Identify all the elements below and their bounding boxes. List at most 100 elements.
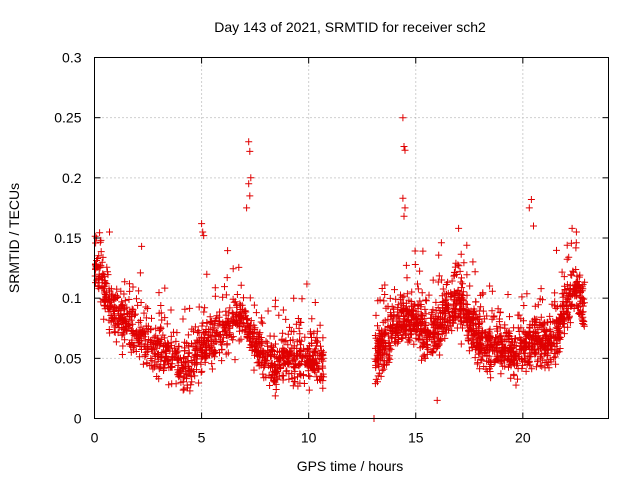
data-point (128, 339, 136, 346)
data-point (104, 268, 111, 276)
data-point (381, 281, 389, 289)
data-point (129, 283, 137, 291)
data-point (293, 338, 301, 346)
data-point (294, 373, 301, 381)
data-point (170, 328, 177, 336)
data-point (279, 306, 287, 314)
data-point (448, 277, 456, 285)
data-point (517, 324, 525, 332)
data-point (97, 248, 105, 256)
data-point (536, 321, 544, 329)
data-point (258, 314, 266, 322)
data-point (173, 348, 181, 356)
data-point (419, 352, 427, 360)
data-point (319, 384, 327, 392)
data-point (286, 337, 294, 344)
data-point (397, 291, 404, 299)
data-point (94, 282, 102, 290)
data-point (258, 359, 266, 367)
data-point (220, 327, 228, 335)
data-point (374, 297, 382, 305)
data-point (306, 342, 313, 350)
data-point (445, 316, 453, 324)
data-point (539, 356, 547, 364)
data-point (202, 350, 210, 358)
data-point (208, 360, 216, 368)
data-point (482, 365, 490, 373)
data-point (98, 283, 106, 291)
data-point (157, 309, 165, 317)
data-point (247, 317, 255, 325)
y-tick-label: 0.3 (62, 50, 82, 66)
data-point (156, 363, 164, 371)
data-point (201, 304, 209, 312)
data-point (408, 288, 416, 296)
data-point (421, 327, 429, 335)
data-point (203, 270, 211, 278)
data-point (213, 330, 221, 338)
data-point (574, 278, 582, 286)
data-point (457, 305, 465, 313)
data-point (497, 359, 505, 367)
data-point (238, 326, 246, 334)
data-point (251, 339, 259, 347)
data-point (577, 284, 585, 292)
data-point (546, 356, 554, 364)
data-point (130, 342, 137, 350)
data-point (531, 328, 539, 336)
data-point (230, 298, 238, 306)
data-point (118, 301, 126, 309)
data-point (205, 331, 213, 339)
data-point (141, 330, 149, 338)
data-point (243, 204, 251, 212)
data-point (433, 396, 441, 404)
data-point (250, 366, 258, 374)
data-point (434, 304, 442, 312)
data-point (422, 297, 430, 305)
data-point (494, 305, 502, 313)
data-point (235, 337, 243, 345)
data-point (294, 315, 302, 322)
data-point (565, 253, 573, 261)
data-point (155, 337, 163, 345)
data-point (418, 289, 426, 297)
data-point (297, 371, 305, 379)
data-point (236, 323, 244, 330)
data-point (96, 229, 104, 237)
data-point (123, 303, 131, 311)
data-point (149, 365, 157, 373)
data-point (466, 316, 474, 324)
data-point (565, 314, 573, 322)
data-point (408, 316, 416, 324)
data-point (552, 360, 560, 368)
data-point (282, 315, 290, 323)
data-point (536, 295, 544, 303)
data-point (446, 322, 454, 330)
data-point (252, 309, 260, 317)
data-point (319, 350, 327, 358)
data-point (144, 305, 152, 312)
data-point (390, 305, 397, 313)
data-point (392, 334, 400, 341)
data-point (543, 326, 551, 334)
data-point (435, 272, 443, 280)
data-point (154, 355, 162, 363)
data-point (164, 359, 172, 367)
data-point (163, 320, 171, 328)
data-point (155, 289, 163, 297)
data-point (414, 285, 422, 293)
data-point (258, 339, 266, 347)
data-point (546, 328, 554, 336)
data-point (295, 362, 303, 370)
data-point (172, 380, 180, 388)
data-point (457, 250, 465, 258)
data-point (522, 338, 530, 346)
data-point (206, 313, 214, 321)
data-point (439, 285, 447, 293)
data-point (389, 325, 397, 333)
data-point (568, 224, 576, 232)
data-point (389, 317, 397, 325)
data-point (486, 329, 494, 337)
data-point (139, 360, 147, 368)
data-point (463, 301, 471, 308)
